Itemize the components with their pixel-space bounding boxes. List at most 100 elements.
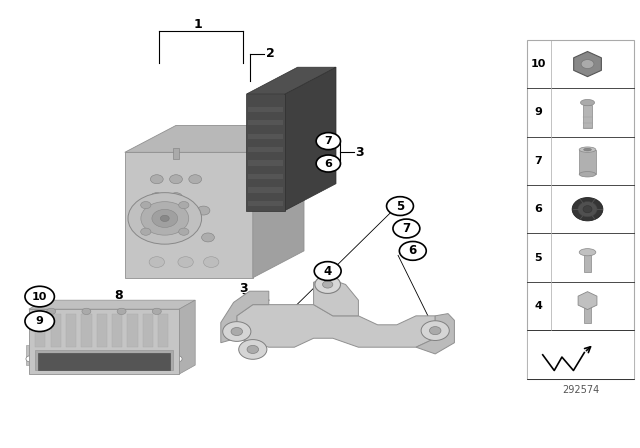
Text: 9: 9 <box>534 108 542 117</box>
Polygon shape <box>416 314 454 354</box>
Polygon shape <box>285 67 336 211</box>
Ellipse shape <box>579 147 596 152</box>
Circle shape <box>47 308 56 314</box>
Polygon shape <box>125 125 304 152</box>
Bar <box>127 314 138 347</box>
Bar <box>579 150 596 174</box>
Circle shape <box>141 202 151 209</box>
Polygon shape <box>246 67 336 94</box>
Bar <box>584 255 591 272</box>
Circle shape <box>170 193 182 202</box>
Circle shape <box>170 215 182 224</box>
Bar <box>66 314 76 347</box>
Bar <box>97 314 107 347</box>
Bar <box>38 353 170 370</box>
Circle shape <box>82 308 91 314</box>
Circle shape <box>581 60 594 69</box>
Circle shape <box>179 228 189 235</box>
Ellipse shape <box>152 209 178 228</box>
Circle shape <box>239 340 267 359</box>
Polygon shape <box>314 278 358 316</box>
Bar <box>51 314 61 347</box>
Circle shape <box>429 327 441 335</box>
Bar <box>248 147 283 152</box>
Bar <box>248 201 283 206</box>
Circle shape <box>202 233 214 242</box>
Ellipse shape <box>580 99 595 106</box>
Circle shape <box>173 356 182 362</box>
Polygon shape <box>29 300 195 309</box>
Bar <box>173 345 182 365</box>
Circle shape <box>204 257 219 267</box>
Polygon shape <box>221 291 269 343</box>
Ellipse shape <box>161 215 169 221</box>
Circle shape <box>314 262 341 280</box>
Polygon shape <box>237 305 435 347</box>
Text: 10: 10 <box>531 59 546 69</box>
Ellipse shape <box>578 202 597 217</box>
Bar <box>248 187 283 193</box>
Bar <box>248 174 283 179</box>
Text: 6: 6 <box>409 244 417 258</box>
Ellipse shape <box>583 206 592 213</box>
Polygon shape <box>578 292 597 310</box>
Text: 6: 6 <box>534 204 542 214</box>
Text: 3: 3 <box>239 282 248 296</box>
Circle shape <box>25 286 54 307</box>
Text: 6: 6 <box>324 159 332 168</box>
Circle shape <box>247 345 259 353</box>
Circle shape <box>315 276 340 293</box>
Text: 2: 2 <box>266 47 275 60</box>
Bar <box>584 305 591 323</box>
Circle shape <box>421 321 449 340</box>
Circle shape <box>150 175 163 184</box>
Ellipse shape <box>572 198 603 221</box>
Circle shape <box>387 197 413 215</box>
Circle shape <box>189 175 202 184</box>
Bar <box>248 134 283 139</box>
Text: 1: 1 <box>194 18 203 31</box>
Bar <box>81 314 92 347</box>
Circle shape <box>178 257 193 267</box>
Bar <box>112 314 122 347</box>
Polygon shape <box>573 52 602 77</box>
Bar <box>246 94 285 211</box>
Circle shape <box>117 308 126 314</box>
Bar <box>583 105 592 128</box>
Text: 292574: 292574 <box>562 385 599 395</box>
Text: 5: 5 <box>534 253 542 263</box>
Circle shape <box>316 155 340 172</box>
Ellipse shape <box>128 193 202 244</box>
Circle shape <box>25 311 54 332</box>
Bar <box>29 309 179 374</box>
Ellipse shape <box>584 148 591 151</box>
Bar <box>248 107 283 112</box>
Circle shape <box>316 133 340 150</box>
Text: 7: 7 <box>324 136 332 146</box>
Circle shape <box>170 175 182 184</box>
Circle shape <box>141 228 151 235</box>
Bar <box>173 148 179 159</box>
Bar <box>143 314 153 347</box>
Bar <box>248 160 283 166</box>
Ellipse shape <box>141 202 189 235</box>
Circle shape <box>26 356 35 362</box>
Bar <box>35 314 45 347</box>
Polygon shape <box>253 125 304 278</box>
Circle shape <box>150 215 163 224</box>
Bar <box>248 120 283 125</box>
Ellipse shape <box>579 249 596 256</box>
Text: 9: 9 <box>36 316 44 326</box>
Text: 10: 10 <box>32 292 47 302</box>
Circle shape <box>149 257 164 267</box>
Text: 4: 4 <box>324 264 332 278</box>
Circle shape <box>179 202 189 209</box>
Text: 8: 8 <box>114 289 123 302</box>
Text: 5: 5 <box>396 199 404 213</box>
Bar <box>527 330 634 379</box>
Circle shape <box>150 193 163 202</box>
Bar <box>527 40 634 379</box>
Polygon shape <box>179 300 195 374</box>
Circle shape <box>152 308 161 314</box>
Polygon shape <box>125 152 253 278</box>
